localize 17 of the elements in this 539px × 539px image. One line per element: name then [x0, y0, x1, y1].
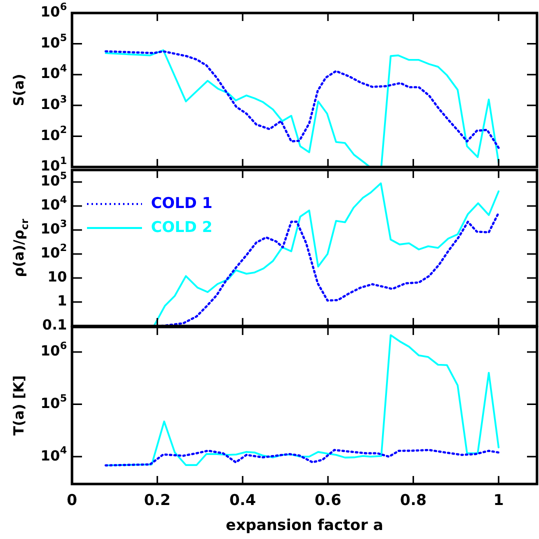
- x-axis-title: expansion factor a: [226, 516, 384, 534]
- x-tick-label: 1: [493, 490, 504, 509]
- y-axis-title: ρ(a)/ρcr: [12, 218, 32, 278]
- x-tick-label: 0.4: [229, 490, 256, 509]
- line-series: [104, 448, 500, 466]
- legend-label: COLD 1: [151, 194, 212, 212]
- y-axis-title: S(a): [12, 74, 28, 106]
- y-axis-title: T(a) [K]: [12, 375, 28, 436]
- legend-label: COLD 2: [151, 218, 212, 236]
- y-tick-label: 1: [57, 294, 68, 310]
- y-tick-label: 0.1: [42, 318, 68, 334]
- x-tick-label: 0.8: [400, 490, 427, 509]
- y-tick-label: 10: [48, 270, 68, 286]
- x-tick-label: 0.6: [314, 490, 342, 509]
- x-tick-label: 0: [66, 490, 78, 509]
- x-tick-label: 0.2: [144, 490, 171, 509]
- line-series: [104, 50, 500, 149]
